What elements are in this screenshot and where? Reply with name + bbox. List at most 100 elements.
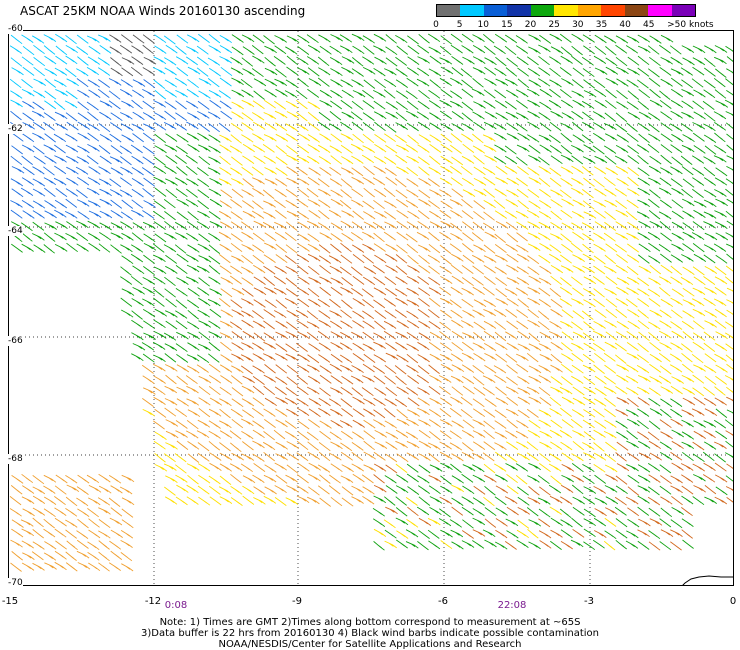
wind-barb bbox=[98, 507, 111, 515]
wind-barb bbox=[164, 407, 177, 417]
color-scale-label: 15 bbox=[501, 20, 513, 30]
wind-barb bbox=[560, 233, 572, 243]
wind-barb bbox=[54, 155, 67, 163]
wind-barb bbox=[229, 430, 242, 440]
wind-barb bbox=[252, 310, 264, 320]
wind-barb bbox=[572, 440, 585, 451]
wind-barb bbox=[539, 397, 552, 406]
wind-barb bbox=[296, 440, 309, 451]
wind-barb bbox=[351, 431, 365, 440]
wind-barb bbox=[714, 145, 727, 154]
wind-barb bbox=[637, 187, 651, 196]
wind-barb bbox=[582, 121, 595, 130]
wind-barb bbox=[44, 562, 57, 570]
wind-barb bbox=[714, 397, 727, 406]
wind-barb bbox=[252, 254, 265, 264]
wind-barb bbox=[362, 35, 375, 44]
wind-barb bbox=[472, 56, 486, 64]
wind-barb bbox=[98, 530, 111, 539]
wind-barb bbox=[571, 375, 584, 384]
wind-barb bbox=[395, 341, 408, 351]
wind-barb bbox=[350, 143, 364, 152]
wind-barb bbox=[341, 277, 354, 287]
wind-barb bbox=[240, 365, 253, 375]
wind-barb bbox=[539, 88, 552, 98]
wind-barb bbox=[395, 463, 408, 473]
wind-barb bbox=[703, 441, 717, 450]
wind-barb bbox=[208, 408, 222, 417]
wind-barb bbox=[296, 155, 310, 164]
wind-barb bbox=[374, 144, 387, 153]
wind-barb bbox=[219, 408, 231, 419]
wind-barb bbox=[682, 287, 695, 297]
wind-barb bbox=[253, 90, 265, 100]
wind-barb bbox=[252, 320, 266, 329]
wind-barb bbox=[242, 155, 255, 164]
wind-barb bbox=[131, 56, 144, 65]
wind-barb bbox=[550, 353, 563, 364]
wind-barb bbox=[230, 486, 243, 495]
wind-barb bbox=[659, 199, 672, 209]
wind-barb bbox=[550, 475, 562, 485]
wind-barb bbox=[32, 529, 44, 539]
wind-barb bbox=[339, 342, 353, 351]
wind-barb bbox=[670, 342, 683, 351]
wind-barb bbox=[153, 165, 167, 175]
wind-barb bbox=[54, 165, 67, 175]
wind-barb bbox=[372, 264, 385, 274]
wind-barb bbox=[649, 35, 662, 44]
wind-barb bbox=[176, 386, 189, 395]
wind-barb bbox=[429, 374, 442, 383]
wind-barb bbox=[219, 254, 231, 264]
wind-barb bbox=[604, 375, 616, 385]
wind-barb bbox=[550, 275, 562, 286]
wind-barb bbox=[627, 309, 640, 318]
wind-barb bbox=[461, 375, 475, 385]
wind-barb bbox=[549, 88, 561, 98]
wind-barb bbox=[352, 396, 365, 405]
wind-barb bbox=[593, 55, 607, 64]
wind-barb bbox=[648, 277, 661, 286]
wind-barb bbox=[373, 232, 385, 243]
wind-barb bbox=[330, 89, 343, 99]
wind-barb bbox=[439, 99, 452, 108]
wind-barb bbox=[307, 441, 319, 451]
wind-barb bbox=[330, 496, 343, 507]
wind-barb bbox=[142, 112, 156, 121]
wind-barb bbox=[428, 320, 441, 330]
wind-barb bbox=[395, 331, 409, 340]
wind-barb bbox=[538, 112, 551, 121]
wind-barb bbox=[240, 78, 253, 89]
wind-barb bbox=[461, 265, 474, 274]
wind-barb bbox=[605, 89, 617, 99]
wind-barb bbox=[11, 528, 24, 538]
wind-barb bbox=[317, 77, 330, 87]
wind-barb bbox=[449, 243, 462, 253]
wind-barb bbox=[692, 100, 705, 110]
wind-barb bbox=[659, 464, 672, 474]
wind-barb bbox=[703, 166, 716, 177]
wind-barb bbox=[583, 486, 597, 494]
wind-barb bbox=[406, 353, 419, 364]
wind-barb bbox=[65, 55, 78, 65]
wind-barb bbox=[560, 407, 572, 417]
wind-barb bbox=[219, 496, 233, 504]
wind-barb bbox=[560, 529, 573, 539]
wind-barb bbox=[220, 375, 233, 384]
wind-barb bbox=[526, 452, 539, 462]
wind-barb bbox=[165, 320, 178, 330]
wind-barb bbox=[209, 198, 223, 207]
wind-barb bbox=[559, 508, 572, 519]
wind-barb bbox=[297, 243, 310, 252]
wind-barb bbox=[495, 78, 509, 87]
wind-barb bbox=[493, 309, 507, 318]
wind-barb bbox=[726, 155, 733, 160]
wind-barb-map[interactable] bbox=[8, 30, 734, 586]
wind-barb bbox=[504, 34, 518, 44]
wind-barb bbox=[681, 111, 694, 120]
wind-barb bbox=[472, 309, 485, 318]
wind-barb bbox=[154, 45, 167, 54]
wind-barb bbox=[682, 210, 695, 219]
wind-barb bbox=[373, 111, 387, 120]
wind-barb bbox=[110, 122, 123, 131]
